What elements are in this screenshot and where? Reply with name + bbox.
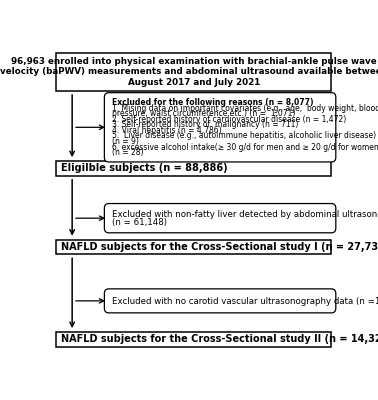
Bar <box>56 240 332 254</box>
Text: pressure, waist circumference etc.) (n =  1,071): pressure, waist circumference etc.) (n =… <box>112 109 296 118</box>
FancyBboxPatch shape <box>104 93 336 162</box>
Text: Excluded with no carotid vascular ultrasonography data (n =13,415): Excluded with no carotid vascular ultras… <box>112 297 378 306</box>
Bar <box>56 332 332 347</box>
Text: NAFLD subjects for the Cross-Sectional study II (n = 14,323): NAFLD subjects for the Cross-Sectional s… <box>61 334 378 344</box>
Text: NAFLD subjects for the Cross-Sectional study I (n = 27,738): NAFLD subjects for the Cross-Sectional s… <box>61 242 378 252</box>
Text: 4. Viral hepatitis (n = 4,786): 4. Viral hepatitis (n = 4,786) <box>112 126 222 135</box>
Text: 6. excessive alcohol intake(≥ 30 g/d for men and ≥ 20 g/d for women): 6. excessive alcohol intake(≥ 30 g/d for… <box>112 143 378 152</box>
FancyBboxPatch shape <box>104 204 336 233</box>
Text: 3. Self-reported history of  malignancy (n = 711): 3. Self-reported history of malignancy (… <box>112 120 299 129</box>
Bar <box>56 161 332 176</box>
Text: (n = 9): (n = 9) <box>112 137 139 146</box>
Text: (n = 61,148): (n = 61,148) <box>112 218 167 227</box>
Text: (n = 28): (n = 28) <box>112 148 144 157</box>
Text: 5.  Liver disease (e.g., autoimmune hepatitis, alcoholic liver disease): 5. Liver disease (e.g., autoimmune hepat… <box>112 132 376 140</box>
Text: 96,963 enrolled into physical examination with brachial-ankle pulse wave
velocit: 96,963 enrolled into physical examinatio… <box>0 57 378 87</box>
Text: Eligilble subjects (n = 88,886): Eligilble subjects (n = 88,886) <box>61 164 228 174</box>
Text: Excluded for the following reasons (n = 8,077): Excluded for the following reasons (n = … <box>112 98 314 107</box>
Bar <box>56 53 332 91</box>
Text: 2. Self-reported history of cardiovascular disease (n = 1,472): 2. Self-reported history of cardiovascul… <box>112 115 347 124</box>
FancyBboxPatch shape <box>104 289 336 313</box>
Text: Excluded with non-fatty liver detected by abdominal ultrasonography: Excluded with non-fatty liver detected b… <box>112 210 378 219</box>
Text: 1. Mising data on important covariates (e.g., age,  body weight, blood: 1. Mising data on important covariates (… <box>112 104 378 113</box>
